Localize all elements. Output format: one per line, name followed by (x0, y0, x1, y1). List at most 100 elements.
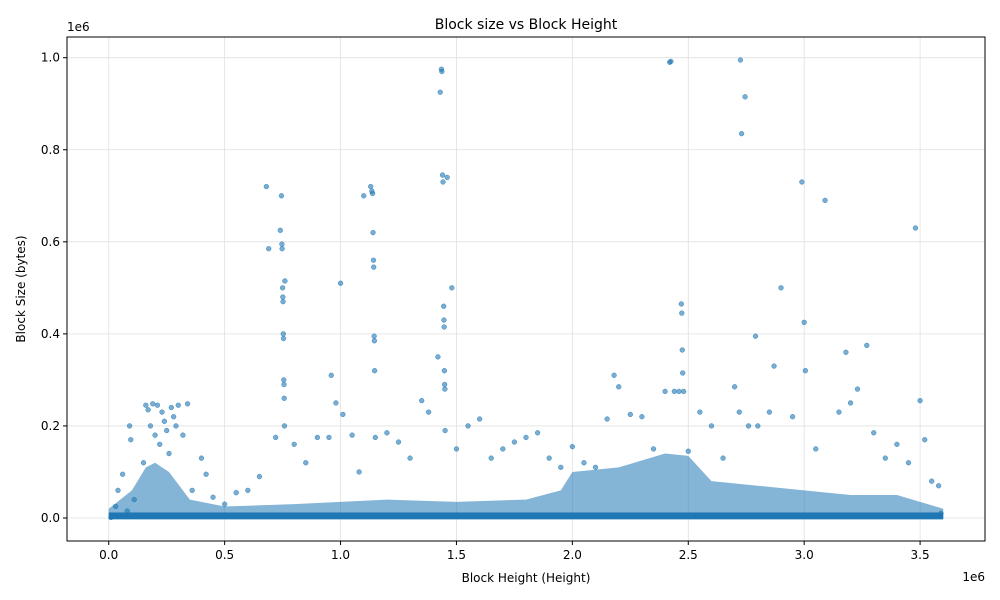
data-point (697, 409, 703, 415)
data-point (281, 395, 287, 401)
data-point (864, 342, 870, 349)
data-point (752, 333, 759, 339)
data-point (371, 368, 378, 374)
data-point (198, 455, 205, 461)
data-point (128, 437, 134, 443)
data-point (801, 319, 807, 326)
data-point (370, 229, 376, 236)
data-point (742, 94, 748, 100)
data-point (280, 299, 286, 305)
chart-title: Block size vs Block Height (435, 17, 618, 33)
data-point (917, 397, 923, 404)
data-point (279, 285, 286, 291)
data-point (108, 514, 114, 521)
data-point (168, 404, 174, 411)
data-point (778, 285, 784, 291)
data-point (679, 310, 685, 316)
data-point (500, 446, 506, 452)
data-point (281, 381, 287, 388)
data-point (143, 402, 149, 408)
x-tick-label: 0.0 (99, 548, 118, 562)
data-point (799, 179, 805, 185)
data-point (442, 386, 448, 392)
data-point (676, 388, 682, 395)
x-tick-label: 1.5 (447, 548, 466, 562)
data-point (303, 460, 309, 466)
data-point (488, 455, 494, 461)
data-point (356, 469, 362, 475)
data-point (152, 432, 158, 438)
data-point (671, 388, 678, 395)
y-tick-label: 1.0 (41, 51, 60, 65)
data-point (639, 414, 645, 420)
data-point (935, 483, 942, 489)
x-tick-label: 3.5 (911, 548, 930, 562)
data-point (453, 446, 460, 452)
data-point (263, 183, 270, 190)
data-point (256, 473, 263, 480)
x-tick-label: 2.5 (679, 548, 698, 562)
data-point (685, 448, 691, 454)
data-point (280, 335, 287, 342)
data-point (905, 460, 912, 466)
data-point (349, 432, 355, 438)
data-point (131, 496, 137, 503)
data-point (662, 388, 668, 395)
data-point (929, 478, 935, 484)
data-point (145, 407, 151, 413)
data-point (333, 400, 339, 406)
data-point (277, 227, 283, 233)
data-point (442, 427, 448, 434)
data-point (279, 241, 285, 247)
y-ticks: 0.0 0.2 0.4 0.6 0.8 1.0 (41, 51, 67, 525)
y-axis-multiplier: 1e6 (67, 20, 90, 34)
data-point (680, 370, 686, 376)
data-point (126, 423, 133, 429)
data-point (738, 131, 745, 137)
data-point (337, 280, 344, 286)
data-point (140, 460, 147, 466)
data-point (922, 437, 928, 443)
x-tick-label: 1.0 (331, 548, 350, 562)
data-point (938, 510, 944, 517)
data-point (280, 294, 286, 300)
data-point (210, 494, 216, 500)
data-point (184, 401, 191, 407)
data-point (444, 174, 450, 181)
data-point (180, 432, 186, 438)
data-point (164, 427, 170, 434)
data-point (157, 441, 163, 447)
data-point (627, 411, 633, 418)
data-point (650, 446, 657, 452)
data-point (847, 400, 854, 406)
data-point (150, 401, 156, 407)
data-point (437, 89, 443, 95)
data-point (371, 264, 377, 270)
baseline-point-band (108, 512, 944, 520)
data-point (326, 434, 332, 441)
data-point (912, 225, 919, 231)
data-point (581, 460, 587, 466)
data-point (813, 446, 819, 452)
y-tick-label: 0.8 (41, 143, 60, 157)
data-point (592, 464, 599, 471)
data-point (369, 190, 376, 197)
data-point (441, 317, 447, 323)
data-point (611, 372, 617, 378)
data-point (154, 402, 161, 408)
data-point (189, 487, 195, 494)
data-point (678, 301, 684, 307)
data-point (604, 416, 610, 422)
gridlines (67, 37, 985, 541)
data-point (233, 490, 239, 496)
data-point (771, 363, 777, 369)
data-point (441, 324, 447, 330)
data-point (203, 471, 209, 477)
data-point (372, 434, 378, 441)
data-point (439, 172, 446, 178)
data-point (361, 193, 367, 199)
data-point (802, 368, 808, 374)
data-point (449, 285, 455, 291)
data-point (282, 278, 288, 284)
